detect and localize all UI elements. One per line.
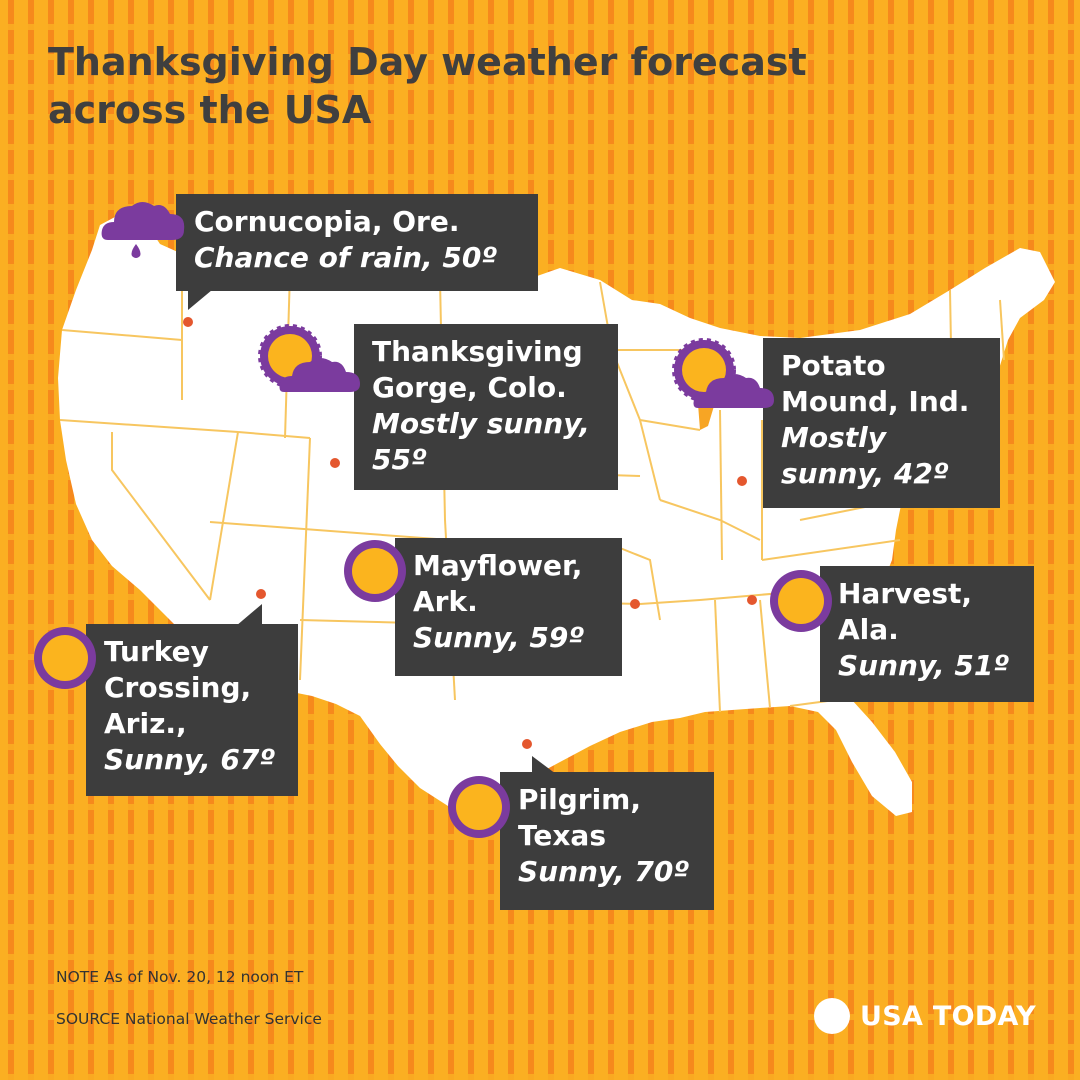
forecast: Mostly sunny, 55º bbox=[372, 407, 590, 476]
forecast: Sunny, 67º bbox=[104, 743, 276, 776]
forecast: Sunny, 59º bbox=[413, 621, 585, 654]
note-text: NOTE As of Nov. 20, 12 noon ET bbox=[56, 968, 304, 986]
sun-icon bbox=[34, 627, 96, 689]
callout-tail-cornucopia bbox=[188, 290, 212, 310]
brand-name: USA TODAY bbox=[860, 1000, 1037, 1032]
callout-thanksgiving-gorge: Thanksgiving Gorge, Colo. Mostly sunny, … bbox=[354, 324, 618, 490]
marker-potato-mound bbox=[737, 476, 747, 486]
callout-turkey-crossing: Turkey Crossing, Ariz., Sunny, 67º bbox=[86, 624, 298, 796]
callout-cornucopia: Cornucopia, Ore. Chance of rain, 50º bbox=[176, 194, 538, 291]
marker-cornucopia bbox=[183, 317, 193, 327]
place-name: Potato Mound, Ind. bbox=[781, 349, 970, 418]
place-name: Pilgrim, Texas bbox=[518, 783, 641, 852]
forecast: Sunny, 70º bbox=[518, 855, 690, 888]
logo-circle-icon bbox=[814, 998, 850, 1034]
forecast: Mostly sunny, 42º bbox=[781, 421, 949, 490]
sun-icon bbox=[770, 570, 832, 632]
callout-tail-turkey bbox=[236, 604, 262, 626]
forecast: Chance of rain, 50º bbox=[194, 241, 498, 274]
rain-cloud-icon bbox=[101, 202, 185, 258]
place-name: Mayflower, Ark. bbox=[413, 549, 583, 618]
callout-tail-pilgrim bbox=[532, 756, 556, 774]
marker-thanksgiving-gorge bbox=[330, 458, 340, 468]
callout-harvest: Harvest, Ala. Sunny, 51º bbox=[820, 566, 1034, 702]
callout-pilgrim: Pilgrim, Texas Sunny, 70º bbox=[500, 772, 714, 910]
source-text: SOURCE National Weather Service bbox=[56, 1010, 322, 1028]
place-name: Turkey Crossing, Ariz., bbox=[104, 635, 252, 740]
marker-harvest bbox=[747, 595, 757, 605]
sun-icon bbox=[448, 776, 510, 838]
sun-icon bbox=[344, 540, 406, 602]
callout-mayflower: Mayflower, Ark. Sunny, 59º bbox=[395, 538, 622, 676]
usa-today-logo: USA TODAY bbox=[814, 998, 1036, 1034]
marker-mayflower bbox=[630, 599, 640, 609]
forecast: Sunny, 51º bbox=[838, 649, 1010, 682]
place-name: Cornucopia, Ore. bbox=[194, 205, 460, 238]
callout-potato-mound: Potato Mound, Ind. Mostly sunny, 42º bbox=[763, 338, 1000, 508]
partly-sunny-icon bbox=[258, 324, 360, 392]
place-name: Harvest, Ala. bbox=[838, 577, 973, 646]
partly-sunny-icon bbox=[672, 338, 774, 408]
marker-turkey-crossing bbox=[256, 589, 266, 599]
marker-pilgrim bbox=[522, 739, 532, 749]
place-name: Thanksgiving Gorge, Colo. bbox=[372, 335, 583, 404]
page-title: Thanksgiving Day weather forecast across… bbox=[48, 40, 807, 132]
